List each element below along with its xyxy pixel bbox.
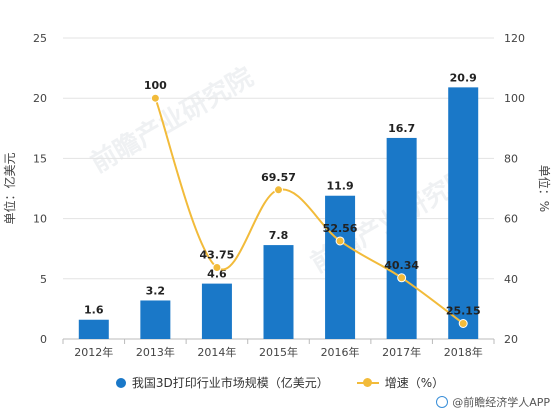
line-point (274, 185, 283, 195)
line-point (150, 93, 160, 103)
bar-value-label: 1.6 (84, 304, 104, 317)
bar-value-label: 7.8 (269, 229, 289, 242)
x-tick-label: 2013年 (136, 345, 175, 359)
x-tick-label: 2014年 (197, 345, 236, 359)
y-tick-label: 15 (33, 152, 47, 165)
bar (263, 245, 294, 339)
y2-tick-label: 100 (504, 92, 525, 105)
bar (386, 137, 417, 339)
line-value-label: 52.56 (323, 222, 358, 235)
line-value-label: 40.34 (384, 259, 419, 272)
source-text: @前瞻经济学人APP (452, 396, 550, 409)
legend-item-line[interactable]: 增速（%） (356, 374, 445, 391)
bar (325, 195, 356, 339)
y-tick-label: 10 (33, 213, 47, 226)
legend-line-swatch (356, 377, 379, 387)
y-tick-label: 0 (40, 333, 47, 346)
bar (448, 87, 479, 339)
bar (201, 283, 232, 339)
line-point (458, 318, 468, 328)
x-tick-label: 2017年 (382, 345, 421, 359)
y2-tick-label: 120 (504, 32, 525, 45)
y2-axis-title: 单位：% (537, 165, 552, 212)
line-value-label: 69.57 (261, 171, 296, 184)
line-value-label: 43.75 (200, 249, 235, 262)
y-tick-label: 25 (33, 32, 47, 45)
y-axis-title: 单位：亿美元 (2, 152, 17, 224)
line-value-label: 25.15 (446, 304, 481, 317)
x-tick-label: 2015年 (259, 345, 298, 359)
line-point (335, 236, 345, 246)
legend-bar-label: 我国3D打印行业市场规模（亿美元） (131, 376, 329, 390)
source-logo-icon (436, 396, 449, 408)
line-point (397, 273, 407, 283)
source-watermark: @前瞻经济学人APP (436, 394, 550, 410)
y2-tick-label: 40 (504, 273, 518, 286)
bar-value-label: 16.7 (388, 122, 415, 135)
y2-tick-label: 20 (504, 333, 518, 346)
bar-value-label: 11.9 (327, 180, 354, 193)
legend-line-dot (362, 377, 372, 387)
bar-value-label: 3.2 (146, 284, 166, 297)
bar-value-label: 20.9 (450, 71, 477, 84)
series-line (154, 97, 464, 325)
y-tick-label: 20 (33, 92, 47, 105)
bar-value-label: 4.6 (207, 268, 227, 281)
bar (78, 319, 109, 339)
x-tick-label: 2018年 (444, 345, 483, 359)
x-tick-label: 2016年 (321, 345, 360, 359)
x-tick-label: 2012年 (74, 345, 113, 359)
legend-item-bar[interactable]: 我国3D打印行业市场规模（亿美元） (115, 374, 329, 391)
y-tick-label: 5 (40, 273, 47, 286)
line-value-label: 100 (144, 79, 167, 92)
line-point (212, 263, 222, 273)
legend: 我国3D打印行业市场规模（亿美元） 增速（%） (0, 374, 560, 391)
legend-bar-swatch (115, 377, 126, 388)
y2-tick-label: 60 (504, 213, 518, 226)
legend-line-label: 增速（%） (384, 376, 445, 390)
bar (140, 300, 171, 339)
y2-tick-label: 80 (504, 152, 518, 165)
